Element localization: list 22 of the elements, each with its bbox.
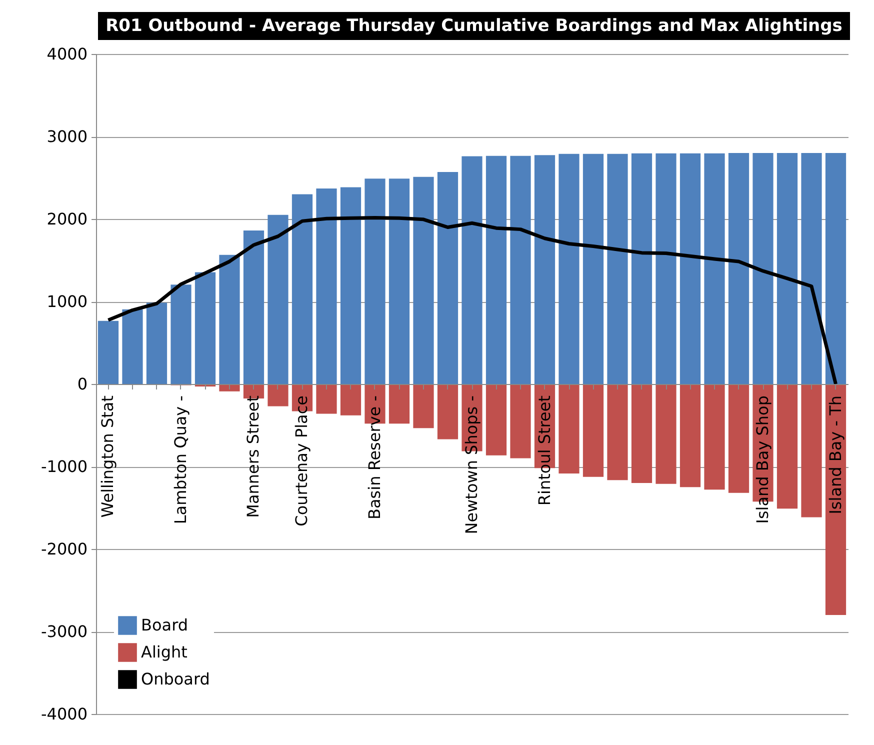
x-tick-label: Island Bay - Th	[826, 396, 845, 514]
chart-title: R01 Outbound - Average Thursday Cumulative Boardings and Max Alightings	[98, 12, 850, 40]
y-tick-label: -1000	[41, 457, 88, 476]
y-tick-label: -4000	[41, 704, 88, 724]
x-tick-label: Manners Street	[244, 396, 263, 518]
x-tick-label: Newtown Shops -	[462, 396, 481, 534]
x-tick-label: Lambton Quay -	[170, 396, 190, 524]
x-tick-label: Island Bay Shop	[753, 396, 772, 524]
y-tick-label: 2000	[46, 210, 88, 228]
y-tick-label: 4000	[46, 44, 88, 64]
y-tick-label: 1000	[46, 292, 88, 311]
legend-label: Onboard	[141, 670, 210, 688]
x-tick-label: Wellington Stat	[98, 396, 118, 518]
y-tick-label: -3000	[41, 622, 88, 641]
y-tick-label: 0	[77, 374, 88, 394]
x-tick-label: Courtenay Place	[292, 396, 312, 526]
x-tick-label: Basin Reserve -	[365, 396, 384, 520]
legend-label: Board	[141, 616, 188, 634]
x-tick-label: Rintoul Street	[534, 396, 554, 506]
y-tick-label: -2000	[41, 540, 88, 558]
legend-label: Alight	[141, 642, 188, 662]
y-tick-label: 3000	[46, 127, 88, 146]
